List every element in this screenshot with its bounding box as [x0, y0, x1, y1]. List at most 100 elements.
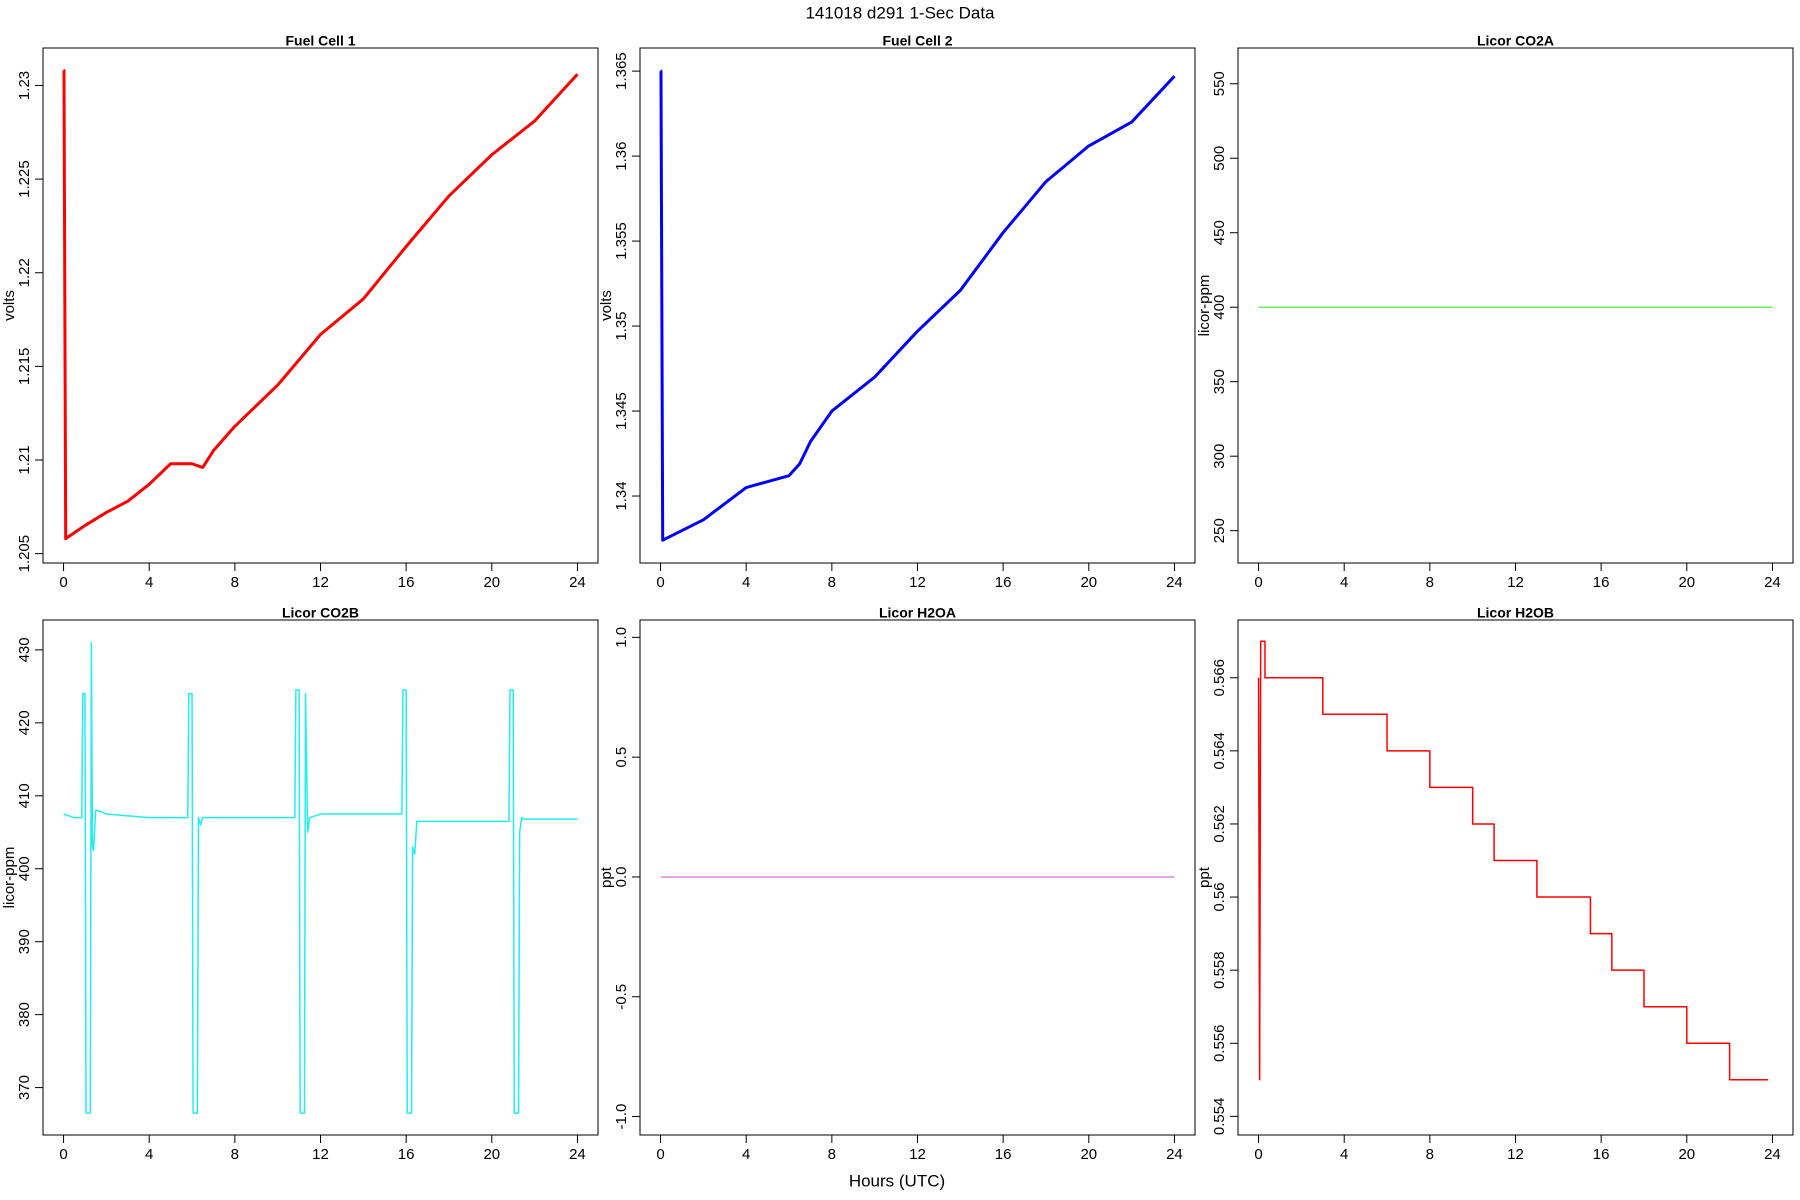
y-tick-label: 0.5 [613, 747, 630, 768]
y-tick-label: 1.205 [16, 535, 33, 573]
x-tick-label: 16 [398, 1146, 415, 1163]
y-tick-label: 1.0 [613, 627, 630, 648]
y-tick-label: 1.345 [613, 392, 630, 430]
x-tick-label: 16 [995, 1146, 1012, 1163]
x-tick-label: 8 [231, 1146, 239, 1163]
y-tick-label: 410 [16, 783, 33, 808]
x-tick-label: 20 [1080, 574, 1097, 591]
panel-title: Licor H2OB [1477, 605, 1554, 621]
x-tick-label: 24 [1166, 574, 1183, 591]
y-tick-label: 0.554 [1211, 1098, 1228, 1136]
x-tick-label: 0 [656, 1146, 664, 1163]
x-tick-label: 12 [312, 1146, 329, 1163]
y-tick-label: -1.0 [613, 1104, 630, 1130]
y-tick-label: 0.556 [1211, 1024, 1228, 1062]
y-tick-label: 0.0 [613, 867, 630, 888]
y-axis-label: licor-ppm [1196, 275, 1213, 337]
plot-frame [1237, 47, 1794, 564]
y-tick-label: 0.56 [1211, 882, 1228, 911]
x-axis-label: Hours (UTC) [849, 1171, 945, 1190]
x-tick-label: 12 [312, 574, 329, 591]
x-tick-label: 8 [1426, 1146, 1434, 1163]
y-tick-label: 1.23 [16, 71, 33, 100]
y-tick-label: 0.562 [1211, 805, 1228, 843]
panel-title: Licor CO2A [1477, 33, 1554, 49]
x-tick-label: 0 [59, 574, 67, 591]
y-axis-label: volts [598, 290, 615, 321]
x-tick-label: 16 [398, 574, 415, 591]
x-tick-label: 8 [1426, 574, 1434, 591]
y-tick-label: 500 [1211, 146, 1228, 171]
panel-title: Licor CO2B [282, 605, 359, 621]
y-tick-label: 1.355 [613, 222, 630, 260]
y-tick-label: 250 [1211, 518, 1228, 543]
y-tick-label: 420 [16, 710, 33, 735]
y-tick-label: 550 [1211, 71, 1228, 96]
x-tick-label: 12 [909, 1146, 926, 1163]
x-tick-label: 0 [1254, 1146, 1262, 1163]
y-tick-label: 300 [1211, 444, 1228, 469]
y-tick-label: 0.566 [1211, 659, 1228, 697]
y-tick-label: 1.215 [16, 348, 33, 386]
x-tick-label: 4 [1340, 1146, 1348, 1163]
panel-title: Fuel Cell 1 [285, 33, 355, 49]
y-tick-label: 0.564 [1211, 732, 1228, 770]
x-tick-label: 16 [995, 574, 1012, 591]
x-tick-label: 16 [1593, 574, 1610, 591]
x-tick-label: 8 [231, 574, 239, 591]
x-tick-label: 24 [569, 1146, 586, 1163]
y-axis-label: licor-ppm [1, 847, 18, 909]
x-tick-label: 4 [742, 574, 750, 591]
plot-frame [42, 47, 599, 564]
data-line [659, 69, 1176, 542]
panel-title: Fuel Cell 2 [882, 33, 952, 49]
x-tick-label: 24 [1764, 574, 1781, 591]
y-tick-label: 390 [16, 929, 33, 954]
x-tick-label: 20 [1678, 1146, 1695, 1163]
y-tick-label: 370 [16, 1075, 33, 1100]
y-tick-label: 400 [1211, 295, 1228, 320]
panel-title: Licor H2OA [879, 605, 956, 621]
x-tick-label: 8 [828, 574, 836, 591]
x-tick-label: 20 [1080, 1146, 1097, 1163]
x-tick-label: 0 [1254, 574, 1262, 591]
y-axis-label: ppt [1196, 866, 1213, 888]
y-tick-label: 400 [16, 856, 33, 881]
data-line [1257, 640, 1769, 1081]
y-tick-label: 1.365 [613, 52, 630, 90]
plot-frame [639, 47, 1196, 564]
y-tick-label: 1.21 [16, 445, 33, 474]
x-tick-label: 12 [1507, 1146, 1524, 1163]
y-tick-label: 380 [16, 1002, 33, 1027]
x-tick-label: 12 [909, 574, 926, 591]
y-tick-label: 1.36 [613, 141, 630, 170]
y-tick-label: 1.225 [16, 160, 33, 198]
x-tick-label: 4 [1340, 574, 1348, 591]
x-tick-label: 20 [483, 574, 500, 591]
x-tick-label: 20 [1678, 574, 1695, 591]
page-title: 141018 d291 1-Sec Data [805, 3, 995, 22]
x-tick-label: 8 [828, 1146, 836, 1163]
x-tick-label: 4 [145, 1146, 153, 1163]
x-tick-label: 4 [742, 1146, 750, 1163]
x-tick-label: 0 [59, 1146, 67, 1163]
x-tick-label: 4 [145, 574, 153, 591]
y-tick-label: 1.35 [613, 311, 630, 340]
x-tick-label: 0 [656, 574, 664, 591]
x-tick-label: 24 [569, 574, 586, 591]
y-tick-label: 450 [1211, 220, 1228, 245]
y-tick-label: 350 [1211, 369, 1228, 394]
x-tick-label: 20 [483, 1146, 500, 1163]
y-axis-label: volts [1, 290, 18, 321]
plot-frame [1237, 619, 1794, 1136]
x-tick-label: 12 [1507, 574, 1524, 591]
y-tick-label: 1.22 [16, 258, 33, 287]
x-tick-label: 24 [1166, 1146, 1183, 1163]
data-line [63, 641, 578, 1114]
y-axis-label: ppt [598, 866, 615, 888]
data-line [62, 68, 579, 541]
x-tick-label: 16 [1593, 1146, 1610, 1163]
y-tick-label: 430 [16, 637, 33, 662]
